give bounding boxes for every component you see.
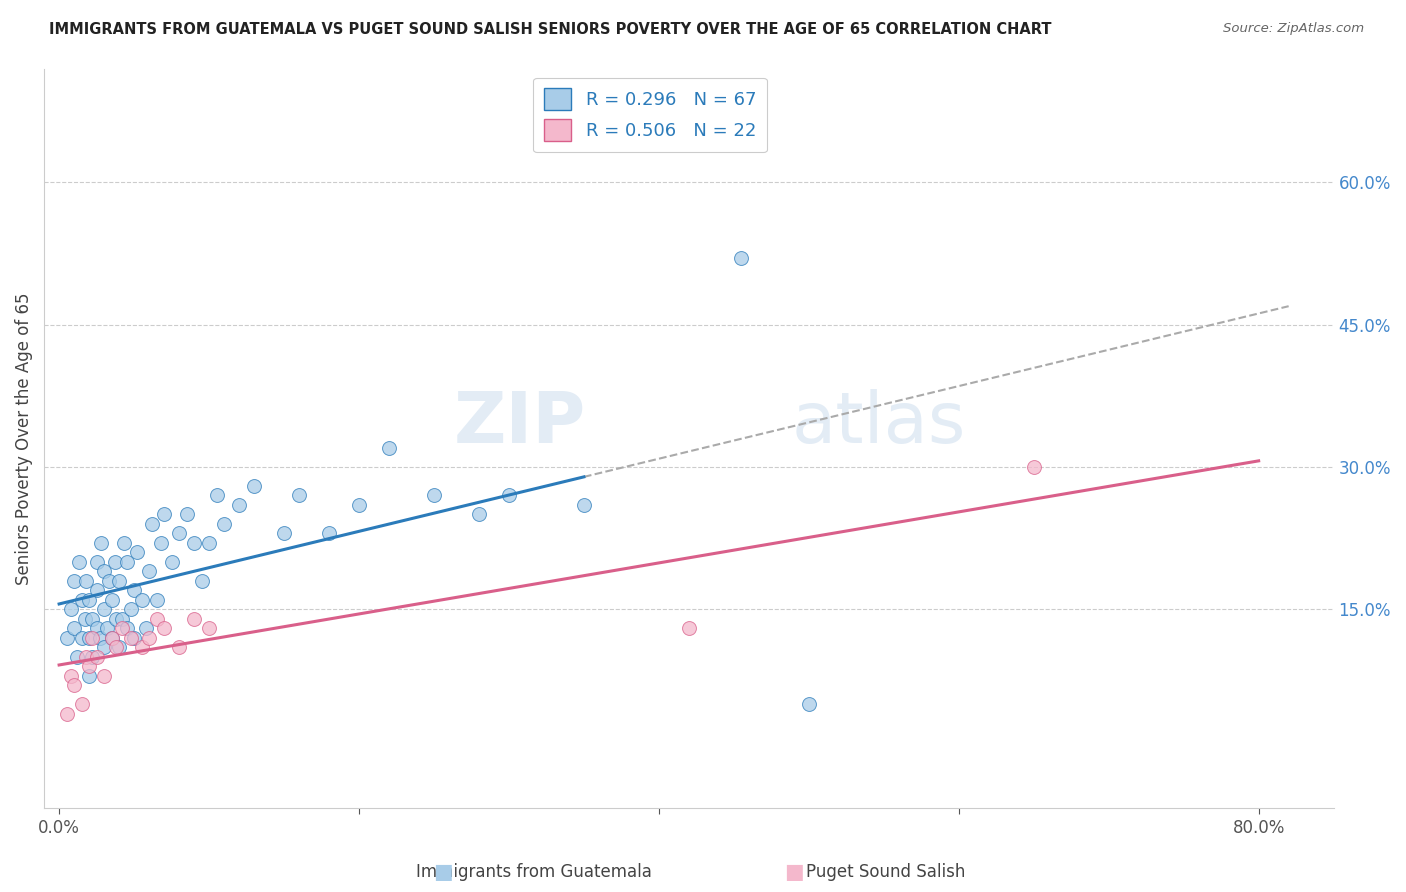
Point xyxy=(96,621,118,635)
Point xyxy=(111,612,134,626)
Point xyxy=(273,526,295,541)
Point xyxy=(730,252,752,266)
Legend: R = 0.296   N = 67, R = 0.506   N = 22: R = 0.296 N = 67, R = 0.506 N = 22 xyxy=(533,78,768,153)
Point xyxy=(82,631,104,645)
Text: ■: ■ xyxy=(785,863,804,882)
Point xyxy=(86,649,108,664)
Point xyxy=(423,488,446,502)
Y-axis label: Seniors Poverty Over the Age of 65: Seniors Poverty Over the Age of 65 xyxy=(15,293,32,585)
Point xyxy=(678,621,700,635)
Point xyxy=(115,621,138,635)
Point xyxy=(243,479,266,493)
Point xyxy=(89,631,111,645)
Point xyxy=(138,631,160,645)
Point xyxy=(120,631,142,645)
Text: Puget Sound Salish: Puget Sound Salish xyxy=(806,863,966,881)
Point xyxy=(115,555,138,569)
Point xyxy=(145,592,167,607)
Point xyxy=(198,621,221,635)
Point xyxy=(90,536,112,550)
Point xyxy=(93,602,115,616)
Point xyxy=(212,516,235,531)
Point xyxy=(183,612,205,626)
Point xyxy=(55,706,77,721)
Text: ZIP: ZIP xyxy=(454,389,586,458)
Text: atlas: atlas xyxy=(792,389,966,458)
Point xyxy=(498,488,520,502)
Point xyxy=(70,631,93,645)
Point xyxy=(82,649,104,664)
Point xyxy=(347,498,370,512)
Point xyxy=(318,526,340,541)
Point xyxy=(100,631,122,645)
Point xyxy=(190,574,212,588)
Point xyxy=(150,536,173,550)
Point xyxy=(153,508,176,522)
Point xyxy=(75,574,97,588)
Point xyxy=(63,574,86,588)
Point xyxy=(378,441,401,455)
Point xyxy=(77,659,100,673)
Point xyxy=(97,574,120,588)
Point xyxy=(105,640,128,655)
Point xyxy=(205,488,228,502)
Point xyxy=(572,498,595,512)
Point xyxy=(1022,459,1045,474)
Point xyxy=(86,555,108,569)
Point xyxy=(60,668,83,682)
Point xyxy=(55,631,77,645)
Point xyxy=(66,649,89,664)
Point xyxy=(138,564,160,578)
Point xyxy=(70,697,93,711)
Point xyxy=(135,621,157,635)
Point xyxy=(77,668,100,682)
Point xyxy=(108,574,131,588)
Point xyxy=(468,508,491,522)
Point xyxy=(63,621,86,635)
Point xyxy=(122,631,145,645)
Point xyxy=(125,545,148,559)
Point xyxy=(100,631,122,645)
Point xyxy=(60,602,83,616)
Point xyxy=(112,536,135,550)
Point xyxy=(131,592,153,607)
Point xyxy=(167,640,190,655)
Point xyxy=(77,592,100,607)
Point xyxy=(111,621,134,635)
Point xyxy=(93,668,115,682)
Point xyxy=(198,536,221,550)
Point xyxy=(86,583,108,598)
Point xyxy=(288,488,311,502)
Point xyxy=(120,602,142,616)
Text: Immigrants from Guatemala: Immigrants from Guatemala xyxy=(416,863,652,881)
Point xyxy=(75,649,97,664)
Point xyxy=(108,640,131,655)
Point xyxy=(93,564,115,578)
Point xyxy=(70,592,93,607)
Point xyxy=(153,621,176,635)
Point xyxy=(131,640,153,655)
Point xyxy=(73,612,96,626)
Point xyxy=(86,621,108,635)
Point xyxy=(82,612,104,626)
Point xyxy=(100,592,122,607)
Point xyxy=(167,526,190,541)
Point xyxy=(141,516,163,531)
Point xyxy=(122,583,145,598)
Point xyxy=(183,536,205,550)
Point xyxy=(797,697,820,711)
Text: ■: ■ xyxy=(433,863,453,882)
Point xyxy=(93,640,115,655)
Point xyxy=(67,555,90,569)
Point xyxy=(105,612,128,626)
Point xyxy=(228,498,250,512)
Point xyxy=(103,555,125,569)
Point xyxy=(176,508,198,522)
Text: IMMIGRANTS FROM GUATEMALA VS PUGET SOUND SALISH SENIORS POVERTY OVER THE AGE OF : IMMIGRANTS FROM GUATEMALA VS PUGET SOUND… xyxy=(49,22,1052,37)
Point xyxy=(145,612,167,626)
Point xyxy=(63,678,86,692)
Text: Source: ZipAtlas.com: Source: ZipAtlas.com xyxy=(1223,22,1364,36)
Point xyxy=(77,631,100,645)
Point xyxy=(160,555,183,569)
